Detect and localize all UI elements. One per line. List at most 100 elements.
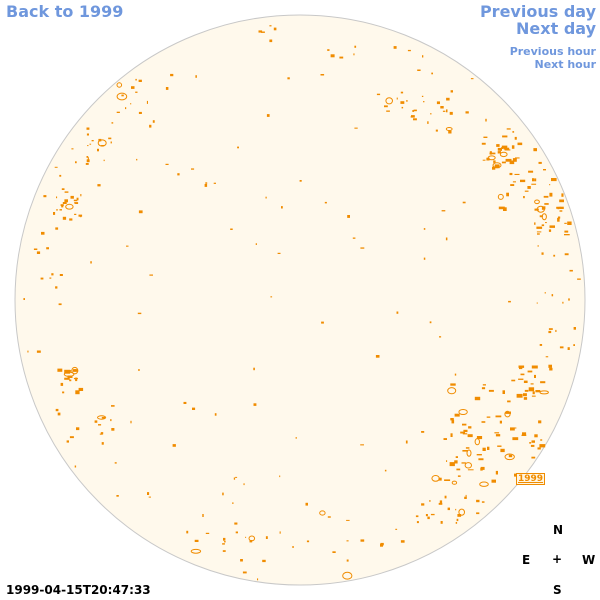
magnetic-feature	[353, 53, 355, 56]
magnetic-feature	[541, 213, 547, 221]
active-region-label[interactable]: 1999	[516, 473, 546, 485]
magnetic-feature	[360, 444, 364, 446]
magnetic-feature	[131, 86, 135, 89]
magnetic-feature	[505, 411, 511, 414]
magnetic-feature	[415, 515, 419, 518]
magnetic-feature	[74, 465, 77, 468]
magnetic-feature	[512, 158, 517, 162]
magnetic-feature	[234, 522, 238, 525]
magnetic-feature	[482, 159, 486, 161]
magnetic-feature	[429, 500, 431, 502]
magnetic-feature	[111, 428, 115, 431]
magnetic-feature	[445, 237, 448, 241]
magnetic-feature	[202, 514, 204, 517]
magnetic-feature	[407, 49, 411, 52]
next-hour-link[interactable]: Next hour	[534, 58, 597, 71]
magnetic-feature	[376, 93, 381, 96]
magnetic-feature	[514, 173, 520, 175]
magnetic-feature	[306, 540, 310, 543]
magnetic-feature	[235, 476, 238, 478]
previous-hour-link[interactable]: Previous hour	[509, 45, 596, 58]
magnetic-feature	[76, 197, 79, 201]
magnetic-feature	[548, 229, 552, 232]
magnetic-feature	[465, 447, 470, 449]
magnetic-feature	[396, 97, 398, 100]
magnetic-feature	[165, 87, 169, 90]
magnetic-feature	[427, 516, 430, 520]
magnetic-feature	[508, 300, 511, 303]
magnetic-feature	[213, 182, 216, 184]
magnetic-feature	[346, 540, 349, 542]
magnetic-feature	[108, 137, 112, 140]
magnetic-feature	[532, 391, 535, 395]
magnetic-feature	[49, 277, 52, 279]
magnetic-feature	[400, 91, 404, 94]
magnetic-feature	[279, 475, 281, 478]
magnetic-feature	[520, 373, 525, 376]
magnetic-feature	[400, 101, 405, 104]
back-to-year-link[interactable]: Back to 1999	[6, 2, 124, 21]
magnetic-feature	[449, 111, 453, 115]
magnetic-feature	[214, 413, 217, 416]
magnetic-feature	[493, 160, 496, 163]
magnetic-feature	[130, 420, 132, 424]
magnetic-feature	[497, 445, 502, 447]
magnetic-feature	[531, 456, 536, 459]
magnetic-feature	[531, 183, 537, 185]
magnetic-feature	[55, 408, 59, 412]
magnetic-feature	[360, 539, 365, 542]
solar-disk	[14, 14, 586, 586]
magnetic-feature	[75, 202, 79, 204]
magnetic-feature	[36, 350, 41, 353]
magnetic-feature	[195, 75, 197, 78]
magnetic-feature	[146, 100, 148, 104]
compass-south-label: S	[553, 583, 562, 597]
magnetic-feature	[421, 95, 424, 97]
magnetic-feature	[464, 496, 467, 499]
magnetic-feature	[59, 274, 63, 276]
magnetic-feature	[281, 206, 283, 209]
magnetic-feature	[511, 379, 516, 382]
magnetic-feature	[352, 237, 356, 239]
magnetic-feature	[64, 369, 71, 374]
magnetic-feature	[568, 298, 570, 301]
magnetic-feature	[43, 195, 47, 198]
magnetic-feature	[277, 252, 281, 254]
magnetic-feature	[443, 438, 447, 440]
magnetic-feature	[56, 209, 58, 211]
magnetic-feature	[534, 434, 538, 438]
magnetic-feature	[450, 418, 454, 421]
magnetic-feature	[530, 444, 535, 447]
previous-day-link[interactable]: Previous day	[479, 2, 596, 21]
magnetic-feature	[534, 222, 536, 225]
magnetic-feature	[423, 228, 426, 230]
magnetic-feature	[249, 540, 253, 543]
magnetic-feature	[504, 410, 511, 418]
magnetic-feature	[537, 245, 539, 247]
magnetic-feature	[255, 243, 257, 245]
magnetic-feature	[64, 199, 68, 203]
magnetic-feature	[149, 274, 153, 276]
magnetic-feature	[462, 423, 467, 426]
magnetic-feature	[138, 111, 142, 114]
magnetic-feature	[499, 420, 502, 424]
magnetic-feature	[423, 101, 425, 103]
next-day-link[interactable]: Next day	[516, 19, 596, 38]
magnetic-feature	[135, 91, 138, 93]
magnetic-feature	[455, 456, 458, 458]
magnetic-feature	[488, 389, 494, 392]
magnetic-feature	[442, 110, 446, 112]
magnetic-feature	[137, 312, 142, 315]
magnetic-feature	[534, 199, 540, 205]
magnetic-feature	[269, 39, 273, 43]
magnetic-feature	[86, 159, 90, 163]
magnetic-feature	[509, 172, 513, 176]
magnetic-feature	[520, 179, 526, 183]
magnetic-feature	[71, 148, 74, 150]
magnetic-feature	[510, 427, 515, 431]
magnetic-feature	[69, 218, 73, 221]
magnetic-feature	[456, 518, 459, 522]
magnetic-feature	[438, 477, 442, 481]
magnetic-feature	[549, 367, 553, 371]
magnetic-feature	[421, 431, 425, 433]
